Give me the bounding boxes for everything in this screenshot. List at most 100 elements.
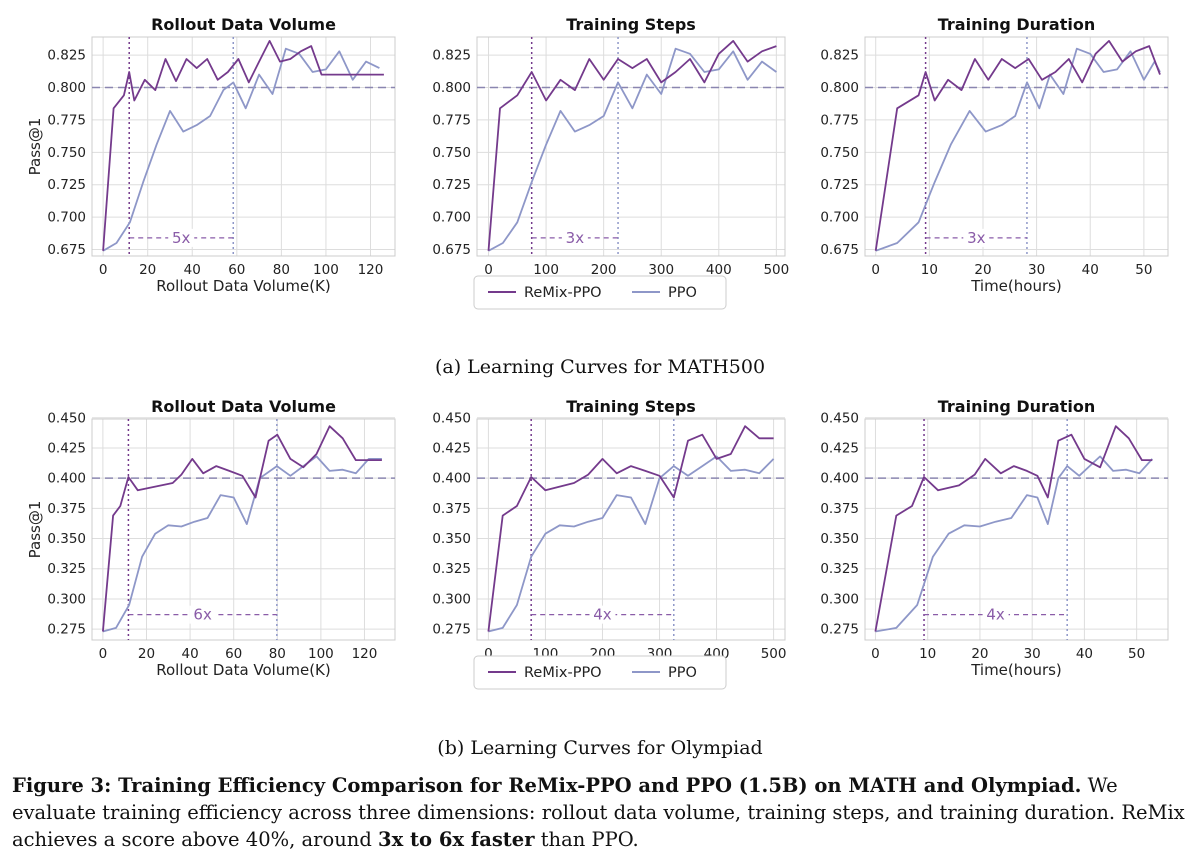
y-tick-label: 0.350 — [47, 531, 86, 547]
x-tick-label: 120 — [352, 646, 378, 662]
series-line-remix-ppo — [487, 425, 774, 632]
speedup-label-bg — [168, 228, 195, 247]
y-tick-label: 0.700 — [432, 210, 471, 226]
y-tick-label: 0.675 — [432, 242, 471, 258]
x-tick-label: 0 — [871, 646, 880, 662]
y-tick-label: 0.450 — [820, 410, 859, 426]
speedup-label: 3x — [566, 229, 585, 247]
speedup-label: 4x — [593, 606, 612, 624]
speedup-label: 3x — [967, 229, 986, 247]
y-tick-label: 0.325 — [820, 561, 859, 577]
y-tick-label: 0.725 — [47, 177, 86, 193]
x-tick-label: 40 — [1076, 646, 1093, 662]
x-tick-label: 50 — [1128, 646, 1145, 662]
series-line-ppo — [102, 455, 382, 633]
chart-panel-a-1: 0.675 0.700 0.725 0.750 0.775 0.800 0.825 0 20 40… — [26, 15, 396, 295]
plot-frame — [476, 418, 786, 641]
y-tick-label: 0.800 — [47, 80, 86, 96]
x-axis-label: Time(hours) — [970, 277, 1062, 295]
series-line-ppo — [875, 455, 1153, 633]
x-tick-label: 10 — [921, 262, 938, 278]
y-tick-label: 0.425 — [820, 440, 859, 456]
x-tick-label: 20 — [974, 262, 991, 278]
y-tick-label: 0.300 — [820, 591, 859, 607]
chart-title: Training Steps — [566, 15, 696, 34]
speedup-label-bg — [982, 605, 1009, 624]
legend-label-remix-ppo: ReMix-PPO — [524, 285, 602, 301]
y-tick-label: 0.700 — [820, 210, 859, 226]
y-axis-label: Pass@1 — [26, 501, 44, 559]
legend-box — [473, 655, 727, 690]
y-tick-label: 0.825 — [820, 48, 859, 64]
figure-caption-bold: 3x to 6x faster — [378, 828, 535, 851]
y-tick-label: 0.675 — [47, 242, 86, 258]
x-tick-label: 500 — [763, 262, 789, 278]
y-tick-label: 0.325 — [432, 561, 471, 577]
legend-a: ReMix-PPO PPO — [473, 275, 727, 310]
y-tick-label: 0.725 — [432, 177, 471, 193]
chart-panel-a-3: 0.675 0.700 0.725 0.750 0.775 0.800 0.825 0 10 20… — [820, 15, 1169, 295]
x-tick-label: 50 — [1135, 262, 1152, 278]
series-line-remix-ppo — [102, 40, 384, 251]
y-tick-label: 0.425 — [47, 440, 86, 456]
series-line-ppo — [488, 455, 775, 633]
y-tick-label: 0.725 — [820, 177, 859, 193]
legend-box — [473, 275, 727, 310]
y-tick-label: 0.450 — [47, 410, 86, 426]
y-tick-label: 0.350 — [820, 531, 859, 547]
x-tick-label: 0 — [871, 262, 880, 278]
y-tick-label: 0.400 — [432, 471, 471, 487]
legend-label-ppo: PPO — [668, 665, 697, 681]
chart-panel-b-3: 0.275 0.300 0.325 0.350 0.375 0.400 0.425 0.450… — [820, 397, 1169, 679]
x-tick-label: 200 — [591, 262, 617, 278]
x-axis-label: Rollout Data Volume(K) — [156, 277, 331, 295]
y-tick-label: 0.375 — [47, 501, 86, 517]
y-tick-label: 0.775 — [432, 112, 471, 128]
y-tick-label: 0.750 — [820, 145, 859, 161]
y-tick-label: 0.700 — [47, 210, 86, 226]
x-tick-label: 60 — [225, 646, 242, 662]
speedup-label-bg — [589, 605, 616, 624]
chart-title: Training Duration — [938, 15, 1096, 34]
figure-caption: Figure 3: Training Efficiency Comparison… — [12, 772, 1192, 853]
x-tick-label: 100 — [313, 262, 339, 278]
y-tick-label: 0.825 — [47, 48, 86, 64]
speedup-label-bg — [189, 605, 216, 624]
series-line-remix-ppo — [487, 40, 777, 251]
y-tick-label: 0.400 — [820, 471, 859, 487]
chart-title: Training Duration — [938, 397, 1096, 416]
chart-panel-a-2: 0.675 0.700 0.725 0.750 0.775 0.800 0.825 0 100 2… — [432, 15, 789, 295]
x-axis-label: Time(hours) — [970, 661, 1062, 679]
y-tick-label: 0.350 — [432, 531, 471, 547]
caption-b: (b) Learning Curves for Olympiad — [437, 737, 763, 759]
y-tick-label: 0.275 — [432, 622, 471, 638]
x-tick-label: 0 — [99, 262, 108, 278]
x-tick-label: 40 — [1082, 262, 1099, 278]
series-line-ppo — [875, 47, 1161, 252]
figure-caption-body-2: than PPO. — [534, 828, 639, 851]
legend-b: ReMix-PPO PPO — [473, 655, 727, 690]
x-tick-label: 30 — [1028, 262, 1045, 278]
y-tick-label: 0.800 — [820, 80, 859, 96]
y-tick-label: 0.275 — [47, 622, 86, 638]
speedup-label: 4x — [986, 606, 1005, 624]
legend-label-ppo: PPO — [668, 285, 697, 301]
speedup-label-bg — [963, 228, 990, 247]
y-tick-label: 0.275 — [820, 622, 859, 638]
x-tick-label: 40 — [184, 262, 201, 278]
chart-panel-b-1: 0.275 0.300 0.325 0.350 0.375 0.400 0.425 0.450… — [26, 397, 396, 679]
x-tick-label: 80 — [273, 262, 290, 278]
y-tick-label: 0.675 — [820, 242, 859, 258]
y-tick-label: 0.750 — [432, 145, 471, 161]
x-tick-label: 100 — [308, 646, 334, 662]
y-axis-label: Pass@1 — [26, 118, 44, 176]
y-tick-label: 0.825 — [432, 48, 471, 64]
figure-caption-title: Figure 3: Training Efficiency Comparison… — [12, 774, 1082, 797]
caption-a: (a) Learning Curves for MATH500 — [434, 356, 766, 378]
x-tick-label: 300 — [648, 262, 674, 278]
chart-title: Training Steps — [566, 397, 696, 416]
y-tick-label: 0.375 — [820, 501, 859, 517]
figure-caption-body-1: We evaluate training efficiency across t… — [12, 774, 1185, 851]
y-tick-label: 0.800 — [432, 80, 471, 96]
